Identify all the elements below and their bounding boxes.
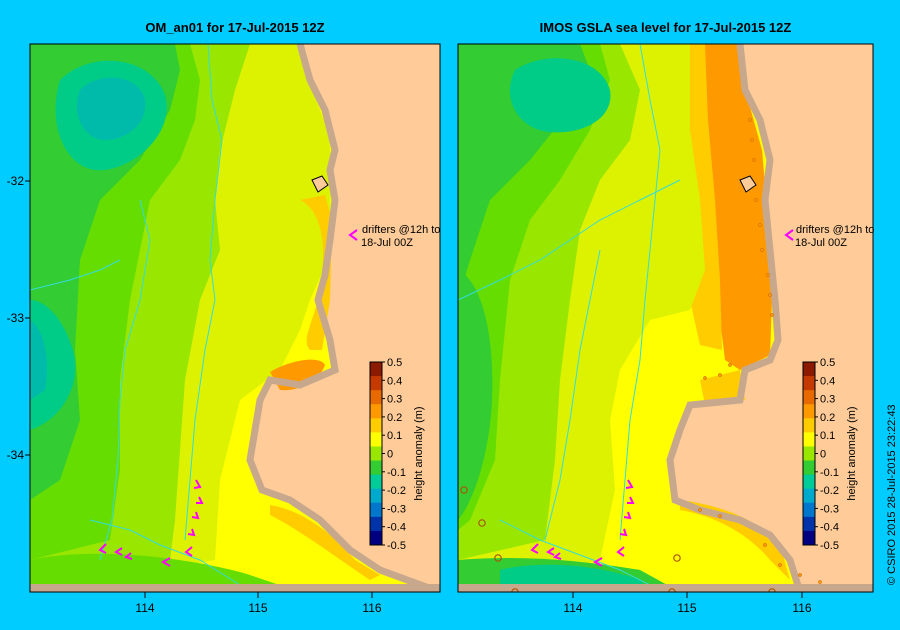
- colorbar-tick-label: 0.1: [820, 430, 835, 442]
- ocean-field: [458, 44, 800, 592]
- colorbar-tick-label: 0.2: [820, 412, 835, 424]
- x-tick-label: 116: [362, 601, 381, 615]
- colorbar-tick-label: -0.2: [387, 485, 406, 497]
- colorbar-tick-label: 0.4: [387, 375, 402, 387]
- y-tick-label: -34: [7, 448, 25, 462]
- colorbar-tick-label: -0.2: [820, 485, 839, 497]
- y-tick-label: -33: [7, 311, 25, 325]
- colorbar-swatch: [370, 460, 382, 476]
- drifter-legend-arrow-right: [784, 229, 794, 241]
- colorbar-tick-label: -0.5: [820, 540, 839, 552]
- right-frame: [457, 43, 874, 593]
- colorbar-swatch: [370, 516, 382, 532]
- colorbar-tick-label: -0.3: [387, 503, 406, 515]
- colorbar-tick-label: -0.1: [820, 467, 839, 479]
- colorbar-tick-label: 0: [387, 449, 393, 461]
- stream-line: [499, 519, 661, 591]
- stream-line: [619, 44, 661, 541]
- colorbar-swatch: [803, 446, 815, 462]
- colorbar-swatch: [370, 432, 382, 447]
- colorbar-tick-label: -0.5: [387, 540, 406, 552]
- x-tick-label: 115: [248, 601, 267, 615]
- bottom-coast: [458, 584, 873, 592]
- colorbar-tick-label: 0: [820, 449, 826, 461]
- stream-line: [544, 249, 601, 541]
- x-tick-label: 114: [563, 601, 582, 615]
- colorbar-swatch: [803, 474, 815, 490]
- x-tick-label: 114: [135, 601, 154, 615]
- copyright-credit: © CSIRO 2015 28-Jul-2015 23:22:43: [886, 404, 898, 585]
- drifter-note-line1: drifters @12h to: [796, 224, 874, 236]
- colorbar-swatch: [803, 516, 815, 532]
- colorbar-label: height anomaly (m): [413, 406, 425, 500]
- x-tick-label: 116: [792, 601, 811, 615]
- colorbar-tick-label: 0.3: [820, 394, 835, 406]
- colorbar-swatch: [803, 418, 815, 433]
- drifter-legend-arrow-left: [348, 229, 358, 241]
- drifter-note-line2: 18-Jul 00Z: [795, 237, 847, 249]
- colorbar-tick-label: -0.1: [387, 467, 406, 479]
- colorbar-swatch: [803, 460, 815, 476]
- colorbar-tick-label: 0.3: [387, 394, 402, 406]
- colorbar-swatch: [370, 502, 382, 518]
- stream-line: [89, 519, 241, 586]
- colorbar-swatch: [370, 488, 382, 504]
- colorbar-tick-label: 0.5: [387, 357, 402, 369]
- colorbar-swatch: [803, 432, 815, 447]
- drifter-note-line1: drifters @12h to: [362, 224, 440, 236]
- colorbar-tick-label: 0.1: [387, 430, 402, 442]
- colorbar-left: 0.5 0.4 0.3 0.2 0.1 0 -0.1 -0.2 -0.3 -0.4 -0.5 heig…: [369, 357, 425, 552]
- stream-line: [458, 179, 681, 301]
- colorbar-swatch: [803, 362, 815, 377]
- y-tick-label: -32: [7, 174, 25, 188]
- colorbar-swatch: [370, 446, 382, 462]
- x-tick-label: 115: [677, 601, 696, 615]
- coastline: [666, 44, 804, 592]
- colorbar-swatch: [803, 530, 815, 546]
- island-icon: [739, 175, 757, 193]
- colorbar-swatch: [370, 362, 382, 377]
- island-icon: [311, 175, 329, 193]
- bottom-coast: [30, 584, 440, 592]
- colorbar-tick-label: -0.4: [820, 522, 839, 534]
- colorbar-tick-label: 0.5: [820, 357, 835, 369]
- colorbar-swatch: [803, 390, 815, 405]
- coastline: [246, 44, 440, 592]
- colorbar-swatch: [370, 474, 382, 490]
- colorbar-tick-label: 0.2: [387, 412, 402, 424]
- colorbar-swatch: [370, 418, 382, 433]
- stream-line: [99, 199, 151, 561]
- colorbar-swatch: [370, 390, 382, 405]
- colorbar-label: height anomaly (m): [846, 406, 858, 500]
- colorbar-swatch: [803, 404, 815, 419]
- colorbar-tick-label: 0.4: [820, 375, 835, 387]
- ocean-field: [30, 44, 440, 592]
- stream-line: [184, 44, 223, 541]
- observation-points: [698, 118, 822, 584]
- colorbar-swatch: [370, 404, 382, 419]
- colorbar-tick-label: -0.4: [387, 522, 406, 534]
- drifter-arrows-left: [98, 479, 204, 567]
- panel-title-right: IMOS GSLA sea level for 17-Jul-2015 12Z: [539, 20, 792, 35]
- stream-line: [30, 259, 121, 291]
- y-axis-left: [25, 180, 30, 456]
- x-axis-left: [144, 592, 373, 598]
- drifter-note-line2: 18-Jul 00Z: [361, 237, 413, 249]
- colorbar-tick-label: -0.3: [820, 503, 839, 515]
- colorbar-swatch: [803, 376, 815, 391]
- colorbar-swatch: [803, 502, 815, 518]
- left-map: [30, 44, 440, 592]
- colorbar-swatch: [370, 376, 382, 391]
- colorbar-swatch: [370, 530, 382, 546]
- colorbar-swatch: [803, 488, 815, 504]
- drifter-arrows-right: [530, 479, 635, 567]
- colorbar-right: 0.5 0.4 0.3 0.2 0.1 0 -0.1 -0.2 -0.3 -0.4 -0.5 heig…: [802, 357, 858, 552]
- x-axis-right: [572, 592, 803, 598]
- panel-title-left: OM_an01 for 17-Jul-2015 12Z: [145, 20, 325, 35]
